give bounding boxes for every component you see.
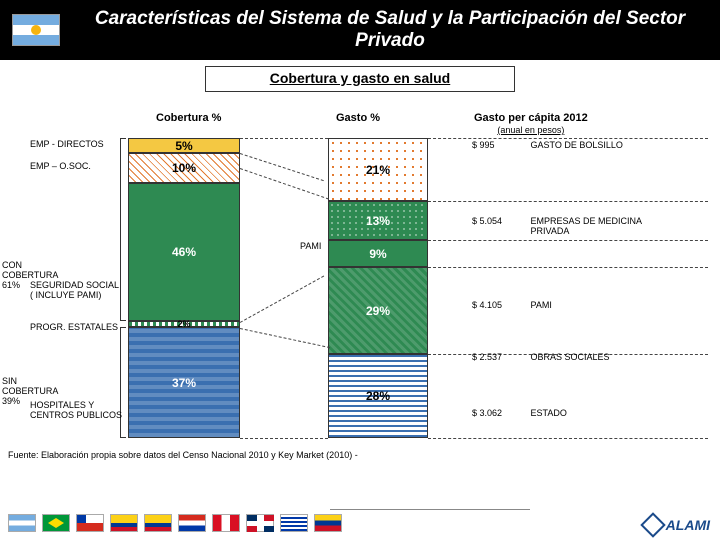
label-progr-estatales: PROGR. ESTATALES [30, 322, 118, 332]
flag-cl-icon [76, 514, 104, 532]
argentina-flag-icon [12, 14, 60, 46]
connector [240, 153, 324, 181]
bar-gasto: 21% 13% 9% 29% 28% [328, 138, 428, 438]
brand-logo: ALAMI [644, 516, 710, 534]
connector [428, 438, 708, 439]
connector [240, 138, 328, 139]
seg-gasto-estado: 28% [328, 354, 428, 438]
label-emp-osoc: EMP – O.SOC. [30, 161, 91, 171]
flag-do-icon [246, 514, 274, 532]
connector [240, 168, 329, 200]
flag-ec-icon [144, 514, 172, 532]
flag-ve-icon [314, 514, 342, 532]
alami-icon [640, 512, 665, 537]
flag-co-icon [110, 514, 138, 532]
seg-gasto-pami: 9% [328, 240, 428, 267]
slide-title: Características del Sistema de Salud y l… [72, 8, 708, 52]
source-text: Fuente: Elaboración propia sobre datos d… [8, 450, 358, 460]
seg-gasto-obras: 29% [328, 267, 428, 354]
seg-gasto-emp: 13% [328, 201, 428, 240]
footer-divider [330, 509, 530, 510]
seg-cobertura-emp-directos: 5% [128, 138, 240, 153]
label-seguridad-social: SEGURIDAD SOCIAL ( INCLUYE PAMI) [30, 280, 124, 300]
flag-uy-icon [280, 514, 308, 532]
percapita-row: $ 4.105 PAMI [472, 300, 552, 310]
col-cobertura: Cobertura % [156, 112, 221, 124]
percapita-row: $ 995 GASTO DE BOLSILLO [472, 140, 623, 150]
seg-cobertura-segsoc: 46% [128, 183, 240, 321]
connector [240, 328, 330, 348]
seg-cobertura-emp-osoc: 10% [128, 153, 240, 183]
col-percapita: Gasto per cápita 2012 (anual en pesos) [474, 112, 588, 136]
brace-sin [120, 327, 126, 438]
connector [428, 267, 708, 268]
connector [240, 438, 328, 439]
connector [240, 276, 324, 323]
label-emp-directos: EMP - DIRECTOS [30, 139, 104, 149]
flags-row [8, 514, 342, 532]
percapita-row: $ 5.054 EMPRESAS DE MEDICINA PRIVADA [472, 216, 651, 236]
bar-cobertura: 5% 10% 46% 2% 37% [128, 138, 240, 438]
flag-py-icon [178, 514, 206, 532]
subtitle-box: Cobertura y gasto en salud [205, 66, 515, 92]
connector [428, 240, 708, 241]
header: Características del Sistema de Salud y l… [0, 0, 720, 60]
label-hospitales: HOSPITALES Y CENTROS PUBLICOS [30, 400, 130, 420]
seg-cobertura-hosp: 37% [128, 327, 240, 438]
connector [428, 201, 708, 202]
flag-ar-icon [8, 514, 36, 532]
connector [428, 138, 708, 139]
col-gasto: Gasto % [336, 112, 380, 124]
seg-gasto-bolsillo: 21% [328, 138, 428, 201]
percapita-row: $ 2.537 OBRAS SOCIALES [472, 352, 610, 362]
subtitle: Cobertura y gasto en salud [270, 70, 450, 86]
label-pami: PAMI [300, 241, 321, 251]
percapita-row: $ 3.062 ESTADO [472, 408, 567, 418]
flag-pe-icon [212, 514, 240, 532]
flag-br-icon [42, 514, 70, 532]
